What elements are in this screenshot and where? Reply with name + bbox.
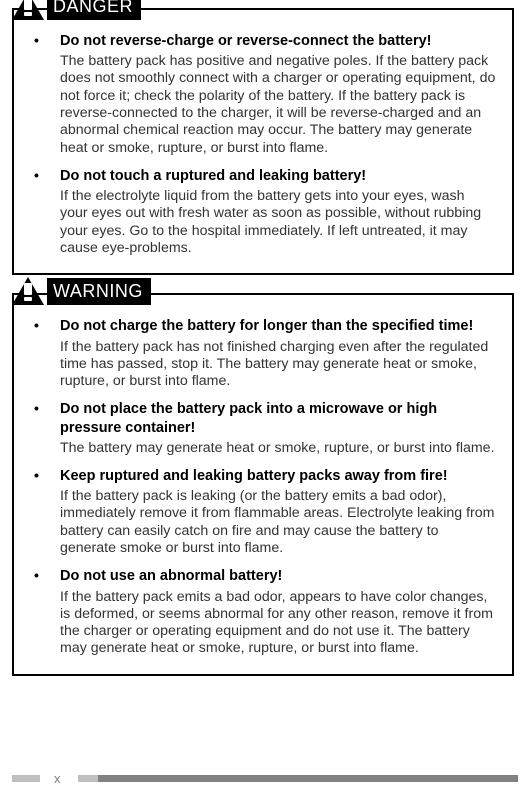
page-number: x <box>54 771 61 786</box>
item-heading: Do not reverse-charge or reverse-connect… <box>60 32 496 50</box>
bullet: • <box>30 467 60 565</box>
danger-label: DANGER <box>12 0 141 20</box>
footer-bar <box>98 775 518 782</box>
item-heading: Do not charge the battery for longer tha… <box>60 317 496 335</box>
page-footer: x <box>0 771 526 785</box>
warning-triangle-icon <box>12 277 44 305</box>
warning-item: • Keep ruptured and leaking battery pack… <box>30 467 496 565</box>
item-heading: Do not touch a ruptured and leaking batt… <box>60 167 496 185</box>
bullet: • <box>30 400 60 465</box>
warning-item: • Do not charge the battery for longer t… <box>30 317 496 398</box>
item-body: If the electrolyte liquid from the batte… <box>60 188 496 257</box>
danger-item: • Do not touch a ruptured and leaking ba… <box>30 167 496 257</box>
bullet: • <box>30 317 60 398</box>
item-heading: Do not place the battery pack into a mic… <box>60 400 496 436</box>
danger-item: • Do not reverse-charge or reverse-conne… <box>30 32 496 165</box>
item-body: The battery pack has positive and negati… <box>60 53 496 157</box>
item-body: If the battery pack emits a bad odor, ap… <box>60 589 496 658</box>
danger-box: DANGER • Do not reverse-charge or revers… <box>12 8 514 275</box>
warning-box: WARNING • Do not charge the battery for … <box>12 293 514 675</box>
item-body: The battery may generate heat or smoke, … <box>60 440 496 457</box>
warning-label: WARNING <box>12 277 151 305</box>
item-heading: Do not use an abnormal battery! <box>60 567 496 585</box>
item-heading: Keep ruptured and leaking battery packs … <box>60 467 496 485</box>
item-body: If the battery pack is leaking (or the b… <box>60 488 496 557</box>
danger-label-text: DANGER <box>47 0 141 20</box>
footer-accent <box>12 775 40 782</box>
item-body: If the battery pack has not finished cha… <box>60 339 496 391</box>
warning-triangle-icon <box>12 0 44 20</box>
bullet: • <box>30 32 60 165</box>
warning-item: • Do not place the battery pack into a m… <box>30 400 496 465</box>
bullet: • <box>30 167 60 257</box>
warning-label-text: WARNING <box>47 278 151 305</box>
warning-item: • Do not use an abnormal battery! If the… <box>30 567 496 657</box>
bullet: • <box>30 567 60 657</box>
footer-accent <box>78 775 98 782</box>
